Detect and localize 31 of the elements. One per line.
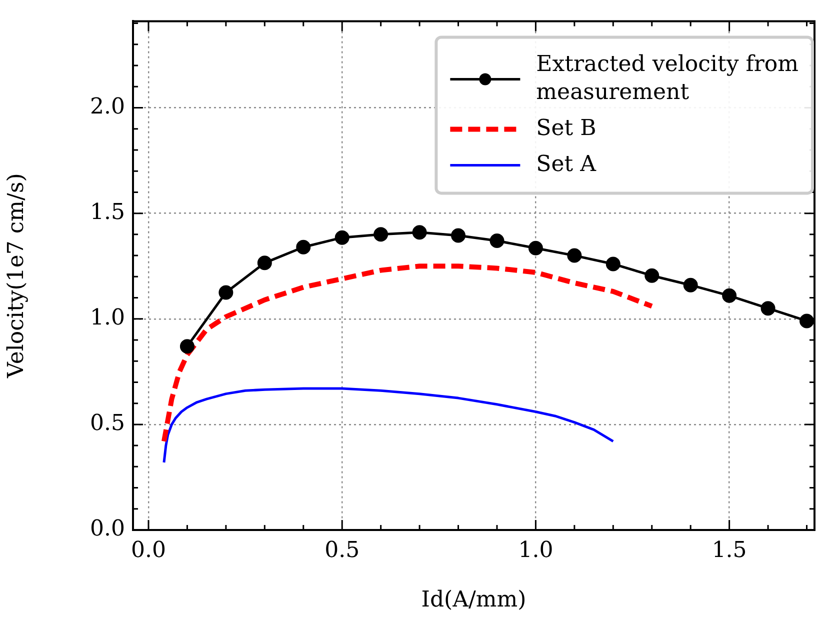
point — [606, 256, 620, 272]
point — [451, 228, 466, 243]
legend-label: Set B — [536, 116, 596, 141]
legend-label: Set A — [536, 152, 598, 177]
y-tick-label: 2.0 — [90, 94, 125, 120]
point — [180, 339, 194, 354]
point — [257, 256, 272, 270]
y-tick-label: 1.0 — [90, 306, 125, 331]
point — [644, 268, 660, 283]
x-tick-label: 0.5 — [324, 538, 360, 563]
point — [722, 288, 737, 303]
point — [683, 278, 698, 292]
point — [374, 227, 388, 242]
point — [800, 314, 814, 328]
point — [760, 301, 776, 316]
y-tick-label: 0.0 — [90, 516, 125, 542]
x-tick-label: 1.5 — [712, 538, 747, 563]
y-axis-title: Velocity(1e7 cm/s) — [4, 173, 29, 380]
point — [490, 234, 504, 248]
x-tick-label: 0.0 — [130, 538, 166, 563]
point — [296, 240, 311, 254]
y-tick-label: 1.5 — [90, 200, 125, 226]
y-tick-label: 0.5 — [90, 411, 125, 436]
point — [218, 285, 234, 300]
x-tick-label: 1.0 — [518, 538, 554, 563]
point — [528, 240, 543, 256]
point — [412, 225, 427, 240]
x-axis-title: Id(A/mm) — [421, 588, 526, 613]
point — [334, 230, 350, 245]
point — [567, 248, 582, 263]
legend-label: Extracted velocity from measurement — [536, 52, 799, 105]
